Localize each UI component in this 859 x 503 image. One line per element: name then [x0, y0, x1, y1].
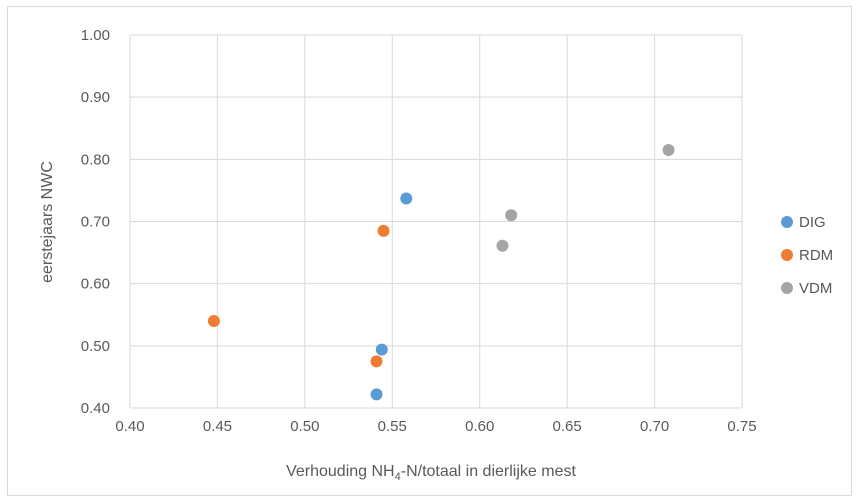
x-axis-title-prefix: Verhouding NH [286, 463, 395, 480]
data-point-rdm [207, 314, 220, 327]
y-tick-label: 0.90 [81, 89, 110, 106]
x-tick-labels: 0.40 0.45 0.50 0.55 0.60 0.65 0.70 0.75 [115, 418, 756, 435]
legend-label-rdm: RDM [799, 247, 833, 264]
x-axis-title-suffix: -N/totaal in dierlijke mest [401, 463, 577, 480]
data-point-vdm [662, 144, 675, 157]
y-tick-label: 0.60 [81, 276, 110, 293]
legend-marker-dig [781, 216, 793, 228]
legend-marker-vdm [781, 282, 793, 294]
data-point-vdm [496, 239, 509, 252]
data-point-vdm [505, 209, 518, 222]
x-axis-title: Verhouding NH4-N/totaal in dierlijke mes… [286, 463, 576, 483]
x-tick-label: 0.60 [465, 418, 494, 435]
data-point-rdm [377, 224, 390, 237]
legend: DIG RDM VDM [781, 214, 833, 297]
gridlines [129, 34, 743, 409]
y-tick-label: 0.40 [81, 400, 110, 417]
x-tick-label: 0.45 [203, 418, 232, 435]
data-point-dig [370, 388, 383, 401]
y-tick-label: 1.00 [81, 27, 110, 44]
x-tick-label: 0.55 [378, 418, 407, 435]
legend-marker-rdm [781, 249, 793, 261]
y-tick-label: 0.50 [81, 338, 110, 355]
data-points [207, 144, 675, 401]
x-tick-label: 0.65 [553, 418, 582, 435]
data-point-dig [400, 192, 413, 205]
y-tick-labels: 0.40 0.50 0.60 0.70 0.80 0.90 1.00 [81, 27, 110, 417]
x-tick-label: 0.75 [727, 418, 756, 435]
x-axis-title-subscript: 4 [395, 471, 401, 483]
x-tick-label: 0.70 [640, 418, 669, 435]
y-tick-label: 0.70 [81, 214, 110, 231]
x-tick-label: 0.50 [290, 418, 319, 435]
y-tick-label: 0.80 [81, 151, 110, 168]
legend-label-dig: DIG [799, 214, 826, 231]
legend-label-vdm: VDM [799, 280, 832, 297]
chart-frame [7, 6, 852, 496]
data-point-dig [375, 343, 388, 356]
x-tick-label: 0.40 [115, 418, 144, 435]
y-axis-title: eerstejaars NWC [39, 161, 56, 283]
data-point-rdm [370, 355, 383, 368]
